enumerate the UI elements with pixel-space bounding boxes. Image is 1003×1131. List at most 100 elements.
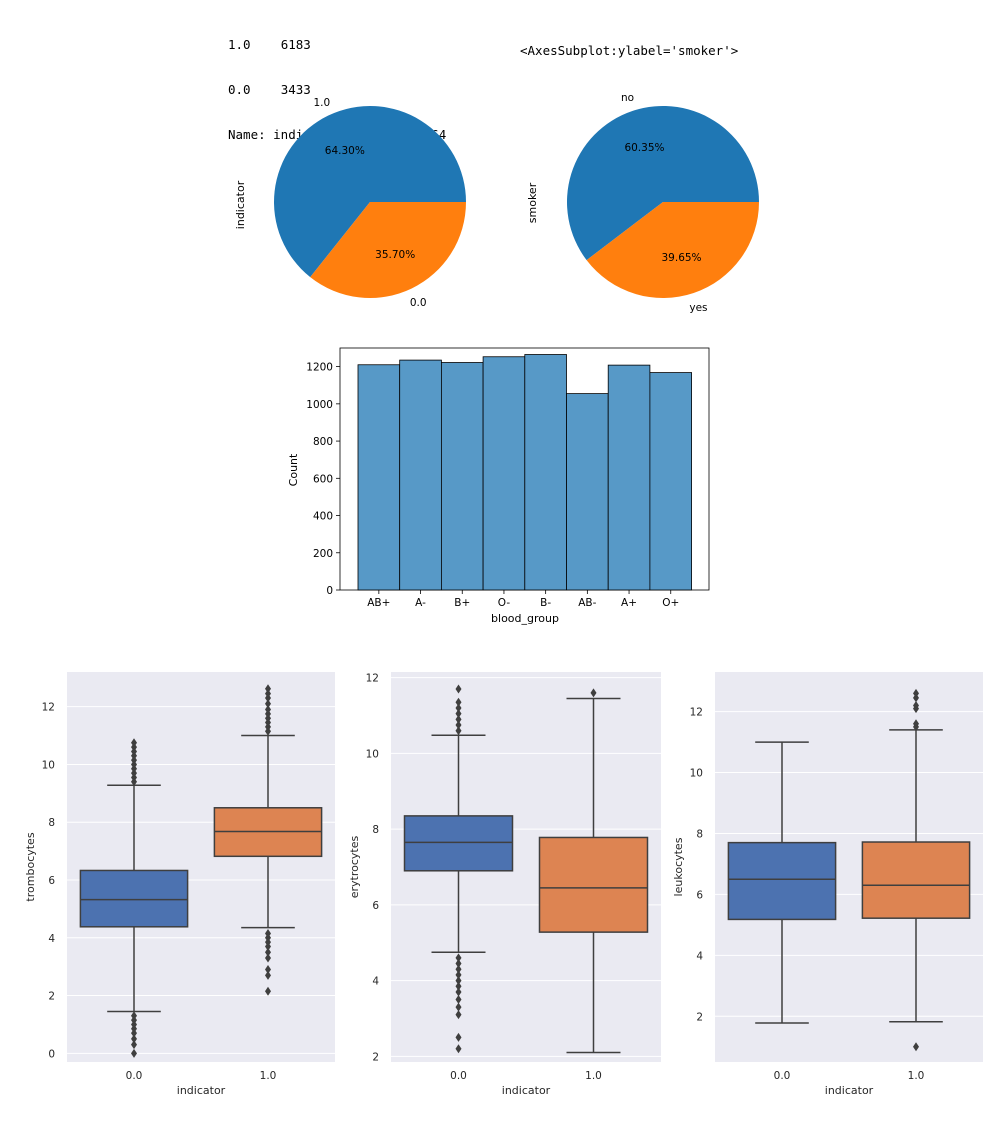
pie2-category-label-no: no (621, 92, 634, 104)
box-ytick-label: 10 (690, 768, 703, 780)
box-outlier (131, 1011, 137, 1021)
box-xtick-label: 1.0 (908, 1070, 925, 1082)
boxplot-erytrocytes: 2 4 6 8 10 12 0.0 1.0 indicator erytrocytes (348, 672, 661, 1097)
hist-xtick-label: AB+ (367, 597, 390, 609)
box-outlier (265, 705, 271, 715)
box-ylabel: erytrocytes (348, 835, 361, 898)
pie2-category-label-yes: yes (689, 302, 707, 314)
pie1-category-label-1-0: 1.0 (313, 97, 330, 109)
box-ytick-label: 2 (696, 1011, 703, 1023)
hist-bar-B+ (440, 362, 484, 591)
box-ylabel: trombocytes (24, 832, 37, 901)
box-ytick-label: 4 (696, 950, 703, 962)
box-ytick-label: 2 (372, 1051, 379, 1063)
box-ytick-label: 4 (48, 933, 55, 945)
box-outlier (455, 1044, 462, 1054)
box-ytick-label: 10 (42, 759, 55, 771)
box-outlier (455, 959, 462, 969)
box-ytick-label: 8 (48, 817, 55, 829)
box-outlier (455, 684, 462, 694)
box-outlier (265, 970, 271, 980)
hist-ytick-label: 200 (313, 548, 333, 560)
box-ytick-label: 6 (372, 900, 379, 912)
box-xtick-label: 0.0 (126, 1070, 143, 1082)
hist-ytick-label: 800 (313, 436, 333, 448)
hist-xtick-label: O+ (662, 597, 679, 609)
box-xtick-label: 0.0 (450, 1070, 467, 1082)
axes-repr: <AxesSubplot:ylabel='smoker'> (520, 43, 739, 58)
box-iqr-1.0 (861, 841, 971, 919)
box-outlier (455, 709, 462, 719)
pie-chart-indicator: indicator 1.0 0.0 64.30% 35.70% (234, 97, 466, 309)
hist-xtick-label: A- (415, 597, 426, 609)
box-outlier (455, 1032, 462, 1042)
box-iqr-0.0 (727, 841, 837, 921)
box-outlier (131, 1048, 137, 1058)
box-outlier (455, 697, 462, 707)
box-outlier (265, 699, 271, 709)
box-outlier (455, 976, 462, 986)
hist-xlabel: blood_group (491, 612, 559, 625)
pie1-ylabel: indicator (234, 180, 247, 229)
box-xtick-label: 0.0 (774, 1070, 791, 1082)
box-outlier (265, 986, 271, 996)
hist-bar-AB- (566, 393, 609, 591)
box-iqr-0.0 (79, 869, 189, 928)
box-outlier (131, 738, 137, 748)
box-outlier (455, 703, 462, 713)
console-line-2: 0.0 3433 (228, 82, 311, 97)
box-outlier (131, 1034, 137, 1044)
box-outlier (455, 970, 462, 980)
hist-bar-O- (482, 356, 526, 591)
hist-bar-B- (524, 354, 567, 591)
box-outlier (455, 720, 462, 730)
box-ytick-label: 2 (48, 991, 55, 1003)
box-ytick-label: 10 (366, 748, 379, 760)
hist-ytick-label: 600 (313, 473, 333, 485)
box-iqr-0.0 (403, 815, 514, 872)
box-outlier (913, 719, 919, 729)
blood-group-histogram: 0 200 400 600 800 1000 1200 AB+ A- B+ O- B- AB- A+ O+… (287, 347, 710, 625)
boxplot-leukocytes: 2 4 6 8 10 12 0.0 1.0 indicator leukocytes (672, 672, 983, 1097)
box-outlier (455, 1002, 462, 1012)
box-xlabel: indicator (177, 1084, 226, 1097)
box-outlier (455, 987, 462, 997)
box-ytick-label: 8 (372, 824, 379, 836)
hist-ylabel: Count (287, 453, 300, 486)
box-outlier (455, 995, 462, 1005)
box-xtick-label: 1.0 (585, 1070, 602, 1082)
pie1-category-label-0-0: 0.0 (410, 297, 427, 309)
hist-ytick-label: 1000 (306, 399, 333, 411)
box-outlier (913, 701, 919, 711)
box-outlier (265, 965, 271, 975)
box-ytick-label: 12 (366, 673, 379, 685)
hist-ytick-label: 1200 (306, 362, 333, 374)
pie2-pct-label-no: 60.35% (624, 142, 664, 154)
box-xlabel: indicator (502, 1084, 551, 1097)
box-ytick-label: 0 (48, 1048, 55, 1060)
pie1-slice-0-0 (310, 202, 466, 299)
box-outlier (913, 693, 919, 703)
box-outlier (265, 953, 271, 963)
hist-bar-AB+ (357, 364, 401, 591)
hist-ytick-label: 400 (313, 511, 333, 523)
box-outlier (265, 684, 271, 694)
hist-bar-A+ (607, 364, 651, 591)
pie-chart-smoker: smoker no yes 60.35% 39.65% (526, 92, 759, 314)
hist-xtick-label: B- (540, 597, 551, 609)
box-ytick-label: 6 (48, 875, 55, 887)
box-ytick-label: 8 (696, 828, 703, 840)
box-ytick-label: 4 (372, 976, 379, 988)
pie1-slice-1-0 (274, 106, 466, 278)
box-outlier (913, 688, 919, 698)
hist-xtick-label: B+ (454, 597, 470, 609)
box-outlier (455, 964, 462, 974)
box-xlabel: indicator (825, 1084, 874, 1097)
pie2-slice-yes (586, 202, 759, 298)
pie1-pct-label-1-0: 64.30% (325, 145, 365, 157)
pie2-pct-label-yes: 39.65% (662, 252, 702, 264)
pie1-pct-label-0-0: 35.70% (375, 249, 415, 261)
boxplot-trombocytes: 0 2 4 6 8 10 12 0.0 1.0 indicator trombocytes (24, 672, 335, 1097)
hist-xtick-label: AB- (578, 597, 596, 609)
